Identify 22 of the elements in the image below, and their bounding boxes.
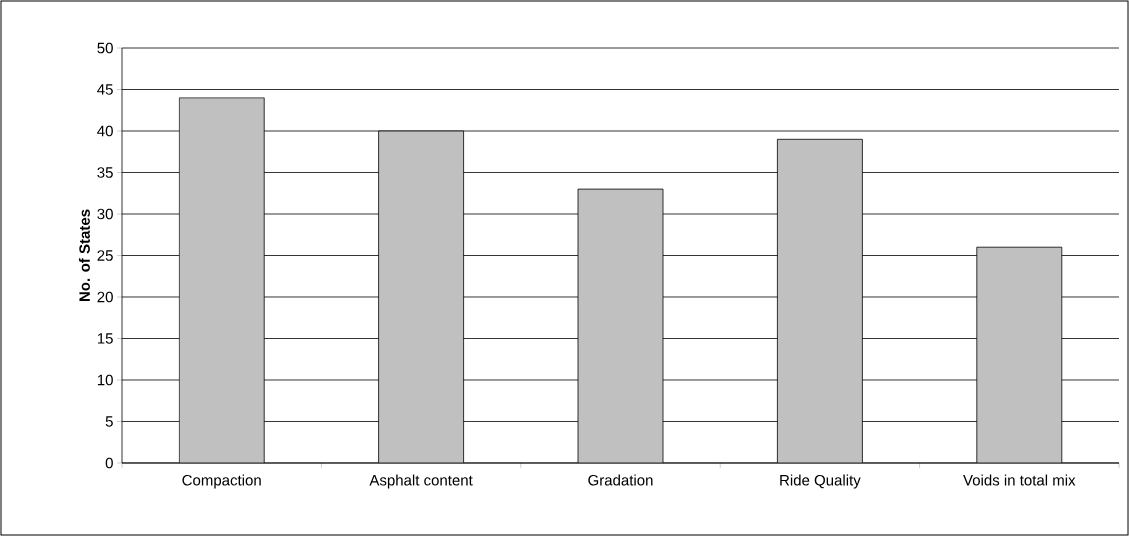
bar — [178, 97, 265, 463]
y-tick-label: 5 — [105, 416, 113, 427]
y-tick-label: 50 — [97, 42, 113, 54]
bar — [976, 246, 1063, 463]
y-tick-label: 20 — [97, 291, 113, 303]
y-tick-label: 25 — [97, 250, 113, 261]
y-tick-label: 40 — [97, 125, 113, 137]
bar — [378, 130, 464, 463]
x-tick-label: Voids in total mix — [963, 474, 1076, 486]
y-axis-title: No. of States — [78, 209, 90, 302]
x-tick-label: Gradation — [588, 474, 653, 486]
bar — [777, 138, 863, 463]
bar — [577, 188, 664, 463]
y-tick-label: 30 — [97, 208, 113, 220]
y-tick-label: 15 — [97, 333, 113, 344]
y-tick-label: 35 — [97, 167, 113, 178]
x-tick-label: Asphalt content — [369, 474, 473, 489]
y-tick-label: 45 — [97, 84, 113, 95]
x-tick-label: Ride Quality — [780, 474, 861, 489]
y-tick-label: 0 — [105, 457, 113, 469]
y-tick-label: 10 — [97, 374, 113, 386]
x-tick-label: Compaction — [182, 474, 261, 489]
